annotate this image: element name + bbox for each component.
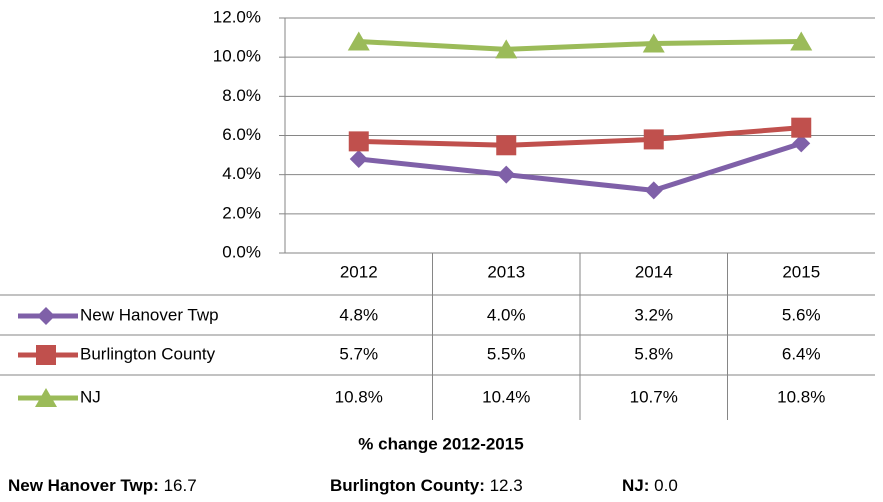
table-value: 5.5% — [487, 344, 526, 363]
table-value: 6.4% — [782, 344, 821, 363]
footer-label: NJ: — [622, 476, 649, 495]
marker — [642, 33, 665, 53]
legend-label: NJ — [80, 387, 101, 406]
table-value: 5.8% — [634, 344, 673, 363]
legend-label: New Hanover Twp — [80, 305, 219, 324]
y-tick-label: 12.0% — [213, 7, 261, 26]
footer-value: 0.0 — [654, 476, 678, 495]
marker — [643, 129, 664, 150]
marker — [347, 31, 370, 51]
y-tick-label: 6.0% — [222, 125, 261, 144]
table-value: 10.4% — [482, 387, 530, 406]
footer-title: % change 2012-2015 — [358, 434, 523, 453]
legend-label: Burlington County — [80, 344, 216, 363]
y-tick-label: 10.0% — [213, 47, 261, 66]
marker — [36, 345, 56, 365]
marker — [792, 134, 811, 153]
y-tick-label: 0.0% — [222, 242, 261, 261]
series-line — [358, 125, 802, 148]
footer-value: 16.7 — [164, 476, 197, 495]
y-tick-label: 8.0% — [222, 86, 261, 105]
footer-item: Burlington County: 12.3 — [330, 476, 523, 495]
series-line — [358, 39, 802, 52]
marker — [349, 150, 368, 168]
x-tick-label: 2012 — [340, 262, 378, 281]
table-value: 10.8% — [335, 387, 383, 406]
footer-label: New Hanover Twp: — [8, 476, 159, 495]
marker — [496, 135, 517, 156]
table-value: 4.0% — [487, 305, 526, 324]
y-tick-label: 4.0% — [222, 164, 261, 183]
table-value: 10.7% — [630, 387, 678, 406]
x-tick-label: 2014 — [635, 262, 673, 281]
marker — [37, 307, 55, 325]
marker — [497, 165, 516, 184]
x-tick-label: 2013 — [487, 262, 525, 281]
table-value: 10.8% — [777, 387, 825, 406]
table-value: 3.2% — [634, 305, 673, 324]
marker — [495, 39, 518, 59]
table-value: 5.6% — [782, 305, 821, 324]
footer-item: New Hanover Twp: 16.7 — [8, 476, 197, 495]
marker — [348, 131, 369, 152]
footer-item: NJ: 0.0 — [622, 476, 678, 495]
table-value: 4.8% — [339, 305, 378, 324]
y-tick-label: 2.0% — [222, 203, 261, 222]
marker — [35, 388, 57, 407]
series-line — [358, 140, 803, 193]
marker — [791, 117, 812, 138]
x-tick-label: 2015 — [782, 262, 820, 281]
footer-label: Burlington County: — [330, 476, 485, 495]
footer-value: 12.3 — [490, 476, 523, 495]
marker — [790, 31, 813, 51]
marker — [644, 181, 663, 200]
table-value: 5.7% — [339, 344, 378, 363]
